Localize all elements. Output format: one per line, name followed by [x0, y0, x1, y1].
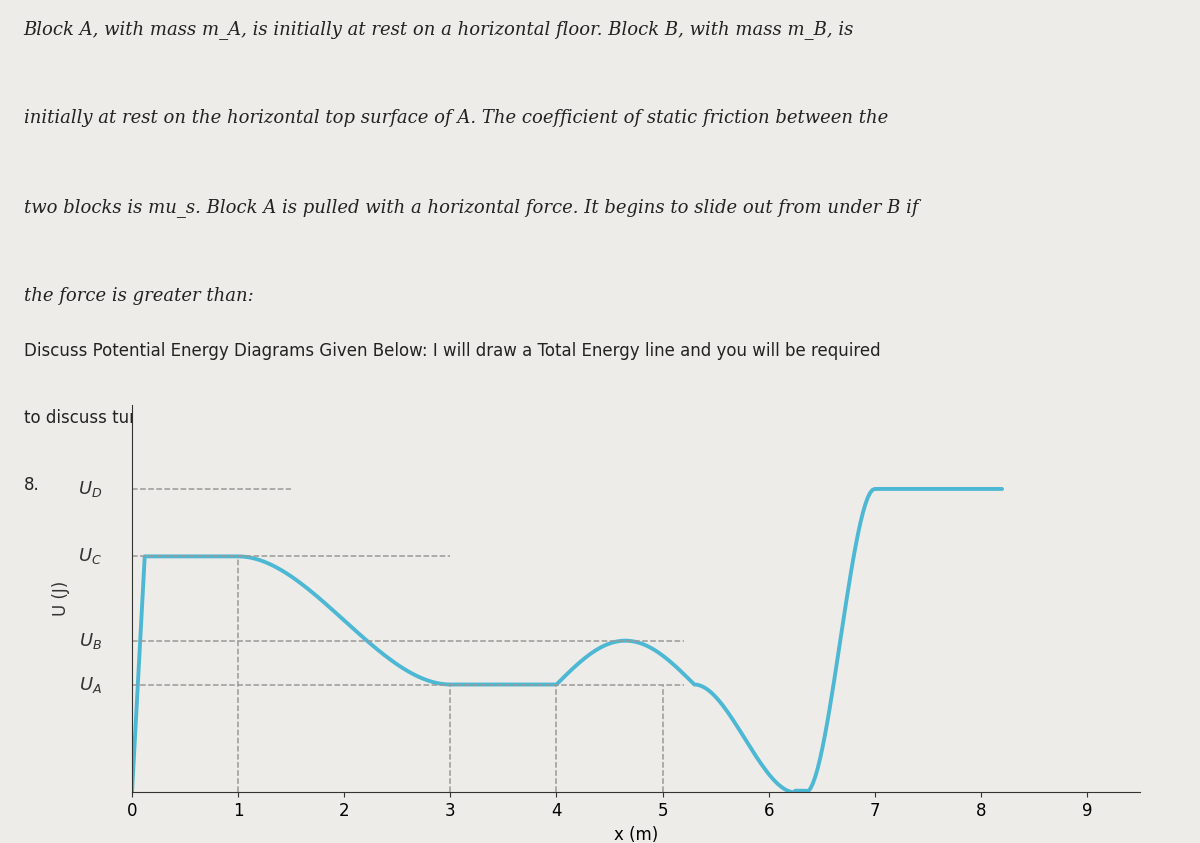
X-axis label: x (m): x (m)	[614, 825, 658, 843]
Text: Discuss Potential Energy Diagrams Given Below: I will draw a Total Energy line a: Discuss Potential Energy Diagrams Given …	[24, 342, 881, 360]
Text: initially at rest on the horizontal top surface of A. The coefficient of static : initially at rest on the horizontal top …	[24, 109, 888, 126]
Text: U (J): U (J)	[53, 581, 71, 616]
Text: to discuss turning points, equilibrium points and discuss this diagram in terms : to discuss turning points, equilibrium p…	[24, 409, 901, 427]
Text: $U_A$: $U_A$	[79, 674, 102, 695]
Text: $U_C$: $U_C$	[78, 546, 102, 566]
Text: Block A, with mass m_A, is initially at rest on a horizontal floor. Block B, wit: Block A, with mass m_A, is initially at …	[24, 19, 854, 39]
Text: $U_B$: $U_B$	[79, 631, 102, 651]
Text: 8.: 8.	[24, 475, 40, 494]
Text: $U_D$: $U_D$	[78, 479, 102, 499]
Text: two blocks is mu_s. Block A is pulled with a horizontal force. It begins to slid: two blocks is mu_s. Block A is pulled wi…	[24, 197, 918, 217]
Text: the force is greater than:: the force is greater than:	[24, 287, 253, 304]
